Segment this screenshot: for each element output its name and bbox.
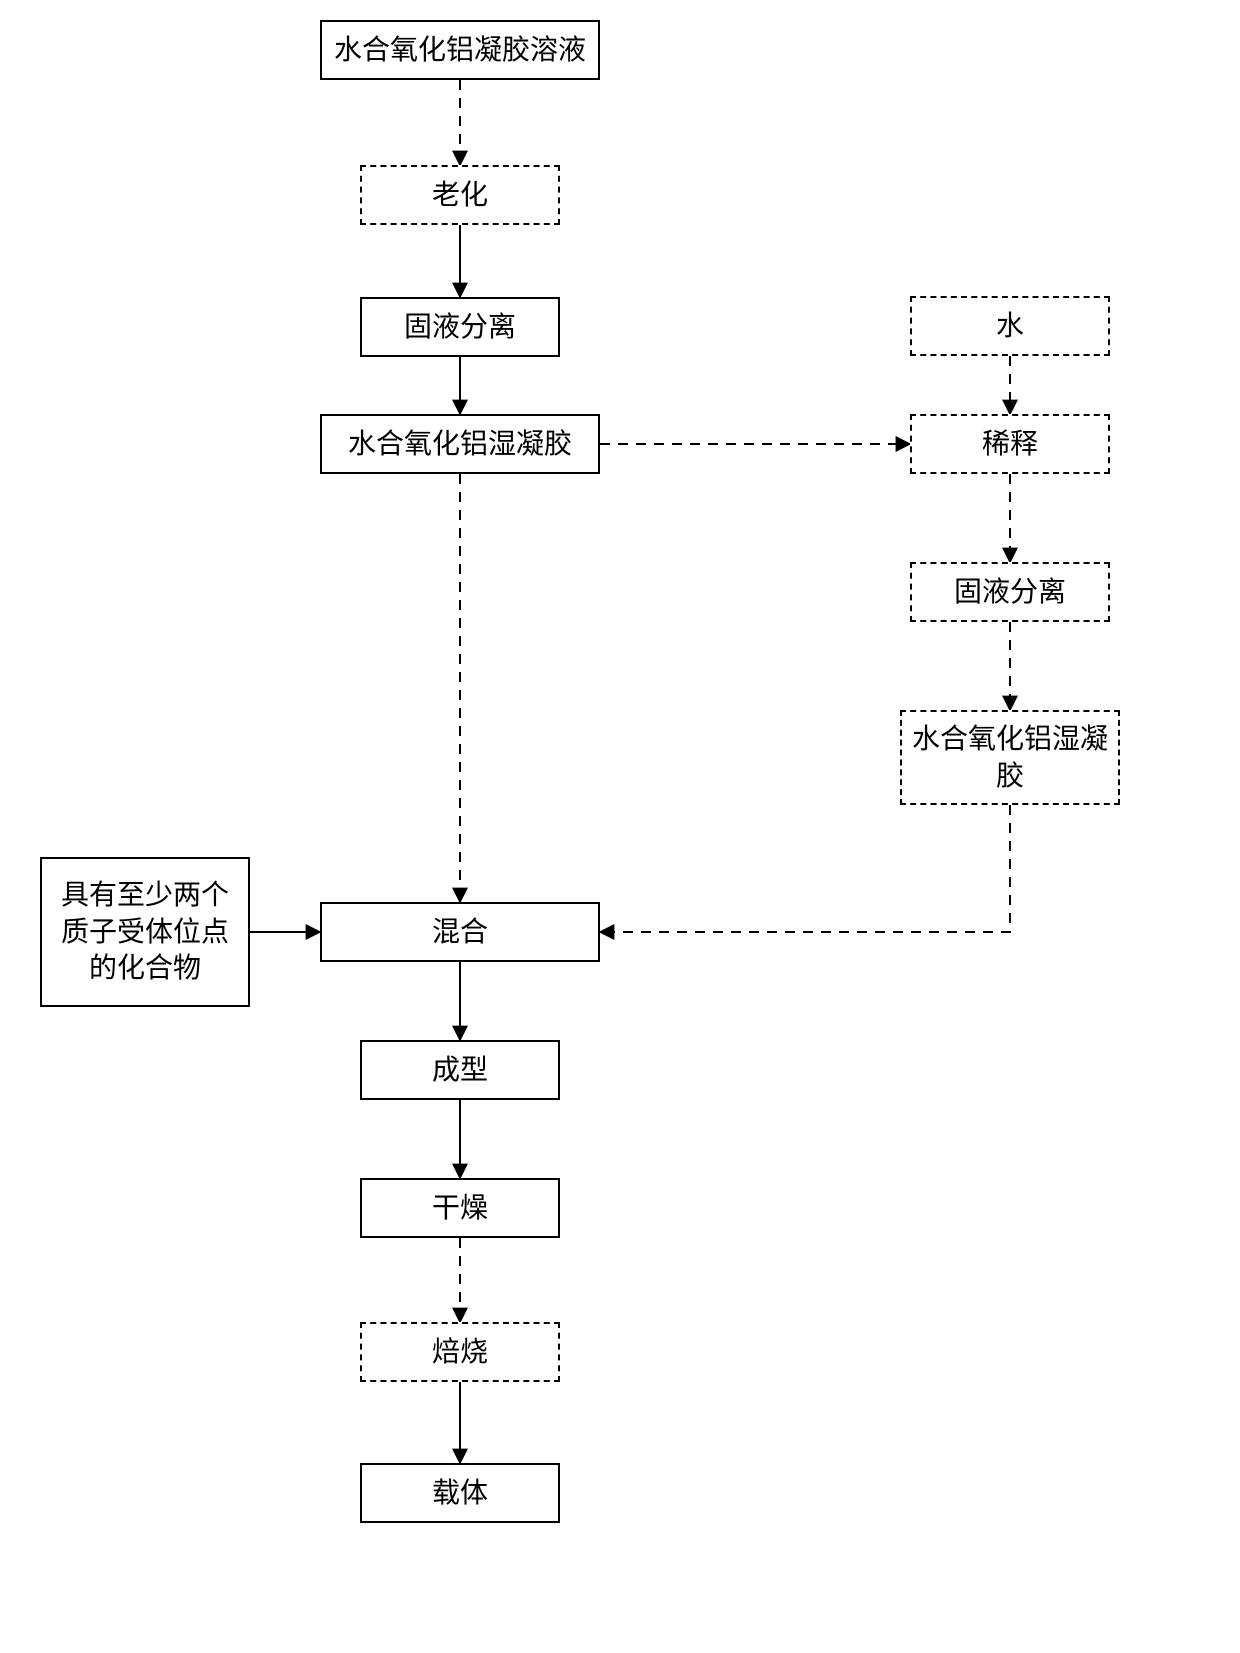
flowchart-node: 成型 — [360, 1040, 560, 1100]
flowchart-node: 固液分离 — [360, 297, 560, 357]
edges-layer — [0, 0, 1240, 1653]
flowchart-node: 混合 — [320, 902, 600, 962]
node-label: 水 — [996, 308, 1024, 344]
flowchart-node: 水合氧化铝湿凝胶 — [900, 710, 1120, 805]
flowchart-node: 稀释 — [910, 414, 1110, 474]
node-label: 固液分离 — [404, 309, 516, 345]
node-label: 成型 — [432, 1052, 488, 1088]
node-label: 混合 — [432, 914, 488, 950]
flowchart-node: 焙烧 — [360, 1322, 560, 1382]
node-label: 固液分离 — [954, 574, 1066, 610]
node-label: 水合氧化铝凝胶溶液 — [334, 32, 586, 68]
flowchart-edge — [600, 805, 1010, 932]
node-label: 稀释 — [982, 426, 1038, 462]
node-label: 干燥 — [432, 1190, 488, 1226]
node-label: 水合氧化铝湿凝胶 — [910, 721, 1110, 794]
node-label: 水合氧化铝湿凝胶 — [348, 426, 572, 462]
node-label: 老化 — [432, 177, 488, 213]
flowchart-node: 固液分离 — [910, 562, 1110, 622]
flowchart-node: 干燥 — [360, 1178, 560, 1238]
node-label: 具有至少两个质子受体位点的化合物 — [50, 877, 240, 986]
flowchart-node: 具有至少两个质子受体位点的化合物 — [40, 857, 250, 1007]
node-label: 焙烧 — [432, 1334, 488, 1370]
node-label: 载体 — [432, 1475, 488, 1511]
flowchart-canvas: 水合氧化铝凝胶溶液老化固液分离水合氧化铝湿凝胶混合成型干燥焙烧载体具有至少两个质… — [0, 0, 1240, 1653]
flowchart-node: 载体 — [360, 1463, 560, 1523]
flowchart-node: 水 — [910, 296, 1110, 356]
flowchart-node: 水合氧化铝凝胶溶液 — [320, 20, 600, 80]
flowchart-node: 水合氧化铝湿凝胶 — [320, 414, 600, 474]
flowchart-node: 老化 — [360, 165, 560, 225]
